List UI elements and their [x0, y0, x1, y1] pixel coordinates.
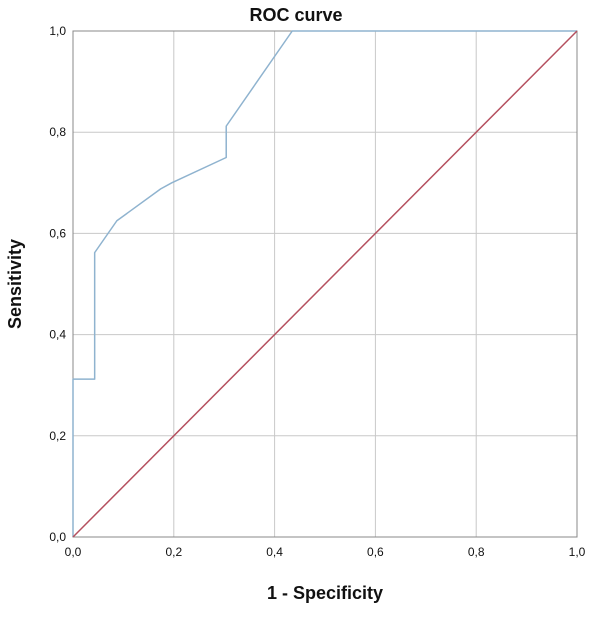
y-tick-label: 0,4: [49, 328, 66, 342]
y-tick-label: 1,0: [49, 24, 66, 38]
y-tick-label: 0,2: [49, 429, 66, 443]
x-tick-label: 0,2: [165, 545, 182, 559]
x-tick-label: 0,0: [65, 545, 82, 559]
x-tick-label: 1,0: [569, 545, 586, 559]
reference-diagonal-line: [72, 30, 578, 538]
grid-lines: [72, 30, 578, 538]
y-axis-label: Sensitivity: [5, 239, 25, 329]
y-tick-labels: 0,0 0,2 0,4 0,6 0,8 1,0: [49, 24, 66, 544]
x-tick-labels: 0,0 0,2 0,4 0,6 0,8 1,0: [65, 545, 586, 559]
y-tick-label: 0,6: [49, 226, 66, 240]
roc-curve-line: [72, 30, 577, 537]
y-tick-label: 0,0: [49, 530, 66, 544]
x-axis-label: 1 - Specificity: [267, 583, 383, 603]
x-tick-label: 0,8: [468, 545, 485, 559]
y-tick-label: 0,8: [49, 125, 66, 139]
x-tick-label: 0,6: [367, 545, 384, 559]
series-lines: [72, 30, 578, 538]
x-tick-label: 0,4: [266, 545, 283, 559]
chart-title: ROC curve: [249, 5, 342, 25]
